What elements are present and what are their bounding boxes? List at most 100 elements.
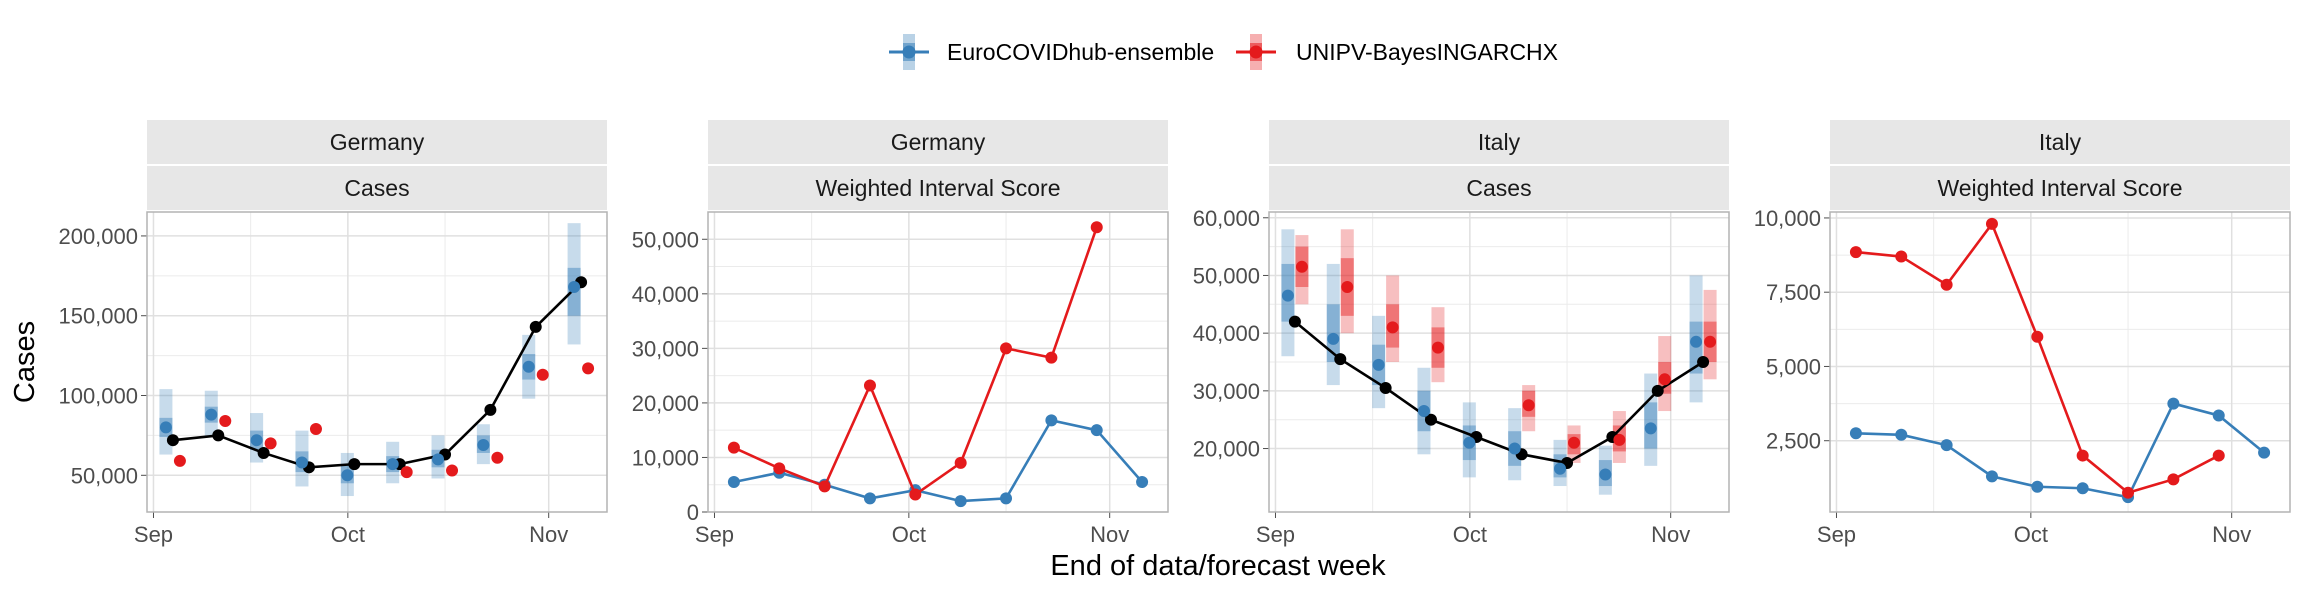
- x-tick-label: Sep: [1817, 522, 1856, 547]
- x-tick-label: Sep: [134, 522, 173, 547]
- x-tick-label: Sep: [1256, 522, 1295, 547]
- score-point-unipv: [954, 456, 967, 469]
- legend-item-0: EuroCOVIDhub-ensemble: [889, 34, 1214, 70]
- score-point-ensemble: [1090, 424, 1103, 437]
- median-point-ensemble: [1463, 436, 1476, 449]
- score-point-ensemble: [1895, 428, 1908, 441]
- median-point-ensemble: [1372, 358, 1385, 371]
- median-point-unipv: [491, 451, 504, 464]
- score-point-unipv: [727, 441, 740, 454]
- score-point-ensemble: [1136, 476, 1149, 488]
- score-point-ensemble: [2076, 482, 2089, 495]
- y-tick-label: 50,000: [632, 227, 699, 252]
- strip-label: Cases: [344, 175, 409, 201]
- facet-strip-2: Weighted Interval Score: [1830, 166, 2290, 210]
- observed-point: [348, 458, 361, 471]
- median-point-unipv: [536, 368, 549, 381]
- score-point-unipv: [1090, 221, 1103, 234]
- facet-strip-1: Italy: [1830, 120, 2290, 164]
- score-line-unipv: [733, 226, 1098, 497]
- y-axis-ticks: 0 10,000 20,000 30,000 40,000 50,000: [632, 227, 708, 525]
- legend-item-1: UNIPV-BayesINGARCHX: [1236, 34, 1558, 70]
- observed-point: [212, 429, 225, 442]
- strip-label: Italy: [2039, 129, 2082, 155]
- score-point-ensemble: [1000, 492, 1013, 505]
- x-axis-ticks: Sep Oct Nov: [1256, 512, 1690, 547]
- score-point-unipv: [1045, 351, 1058, 364]
- y-tick-label: 5,000: [1766, 354, 1821, 379]
- y-tick-label: 20,000: [1193, 437, 1260, 462]
- median-point-ensemble: [1644, 422, 1657, 435]
- observed-line: [1294, 320, 1704, 465]
- y-tick-label: 150,000: [58, 304, 138, 329]
- facet-strip-2: Weighted Interval Score: [708, 166, 1168, 210]
- strip-label: Weighted Interval Score: [815, 175, 1060, 201]
- median-point-unipv: [582, 362, 595, 375]
- median-point-unipv: [264, 437, 277, 450]
- observed-series: [1288, 315, 1710, 469]
- legend-key-point: [902, 45, 916, 59]
- y-tick-label: 60,000: [1193, 206, 1260, 231]
- y-tick-label: 50,000: [1193, 263, 1260, 288]
- strip-background: [147, 166, 607, 210]
- score-point-ensemble: [1045, 414, 1058, 427]
- legend-label-0: EuroCOVIDhub-ensemble: [947, 39, 1214, 65]
- score-point-ensemble: [1985, 470, 1998, 483]
- median-point-unipv: [219, 415, 232, 428]
- median-point-ensemble: [1281, 289, 1294, 302]
- interval-outer-ensemble: [1644, 373, 1658, 466]
- median-point-ensemble: [432, 453, 445, 466]
- y-tick-label: 20,000: [632, 391, 699, 416]
- grid: [147, 212, 607, 512]
- legend: EuroCOVIDhub-ensemble UNIPV-BayesINGARCHX: [889, 34, 1558, 70]
- score-line-ensemble: [733, 418, 1144, 503]
- median-point-ensemble: [159, 421, 172, 434]
- observed-line: [172, 281, 582, 469]
- score-point-unipv: [2122, 486, 2135, 499]
- median-point-unipv: [1386, 321, 1399, 334]
- score-point-unipv: [1000, 342, 1013, 355]
- y-tick-label: 200,000: [58, 224, 138, 249]
- y-tick-label: 100,000: [58, 384, 138, 409]
- median-point-unipv: [1704, 335, 1717, 348]
- strip-background: [1269, 120, 1729, 164]
- y-tick-label: 40,000: [632, 282, 699, 307]
- score-line-ensemble: [1855, 402, 2265, 499]
- median-point-ensemble: [477, 438, 490, 451]
- facet-strip-2: Cases: [147, 166, 607, 210]
- median-point-ensemble: [522, 360, 535, 373]
- y-tick-label: 40,000: [1193, 321, 1260, 346]
- panel-border: [1829, 211, 2291, 513]
- y-axis-title: Cases: [9, 321, 41, 403]
- y-axis-ticks: 50,000 100,000 150,000 200,000: [58, 224, 147, 488]
- median-point-unipv: [1295, 260, 1308, 273]
- observed-point: [257, 446, 270, 459]
- strip-background: [708, 166, 1168, 210]
- x-tick-label: Oct: [1453, 522, 1487, 547]
- score-series: [727, 221, 1149, 508]
- observed-point: [529, 320, 542, 333]
- observed-point: [1651, 384, 1664, 397]
- y-tick-label: 0: [687, 500, 699, 525]
- observed-point: [166, 434, 179, 447]
- y-tick-label: 30,000: [632, 336, 699, 361]
- legend-label-1: UNIPV-BayesINGARCHX: [1296, 39, 1558, 65]
- x-tick-label: Oct: [892, 522, 926, 547]
- y-axis-ticks: 2,500 5,000 7,500 10,000: [1754, 206, 1830, 454]
- y-tick-label: 10,000: [1754, 206, 1821, 231]
- observed-point: [1334, 353, 1347, 366]
- median-point-unipv: [1341, 281, 1354, 293]
- score-point-unipv: [2167, 473, 2180, 486]
- median-point-unipv: [309, 423, 322, 436]
- observed-point: [484, 403, 497, 416]
- x-axis-ticks: Sep Oct Nov: [1817, 512, 2251, 547]
- median-point-ensemble: [386, 458, 399, 471]
- score-point-ensemble: [1849, 427, 1862, 440]
- score-point-unipv: [863, 379, 876, 392]
- panel-3: Italy Cases 20,000 30,000 40,000 50,000 60,000…: [1193, 120, 1730, 547]
- score-point-unipv: [909, 488, 922, 501]
- legend-key-point: [1249, 45, 1263, 59]
- facet-panels: Germany Cases 50,000 100,000 150,000 200,000 S…: [58, 120, 2291, 547]
- score-point-ensemble: [2212, 409, 2225, 422]
- x-tick-label: Nov: [2212, 522, 2251, 547]
